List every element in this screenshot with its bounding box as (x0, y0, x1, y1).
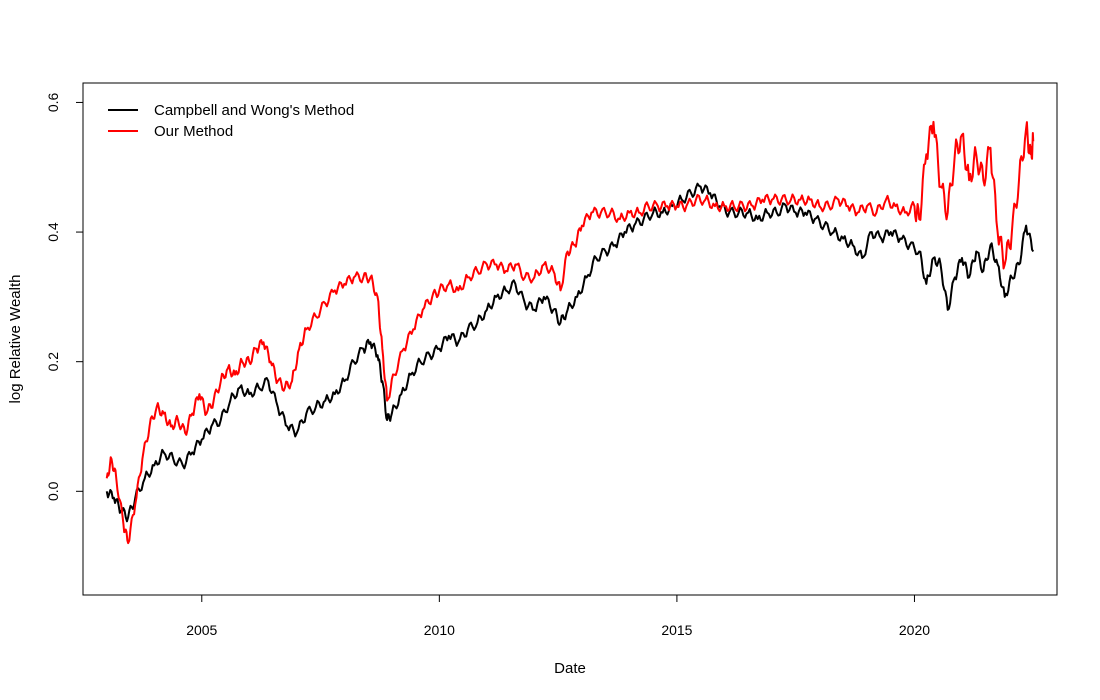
series-line-our-method (105, 120, 1035, 545)
y-tick-label: 0.6 (45, 93, 61, 113)
y-axis: 0.0 0.2 0.4 0.6 (45, 93, 83, 501)
y-tick-label: 0.2 (45, 352, 61, 372)
x-axis: 2005 2010 2015 2020 (186, 595, 930, 638)
x-tick-label: 2010 (424, 622, 455, 638)
x-tick-label: 2005 (186, 622, 217, 638)
x-axis-title: Date (554, 660, 586, 677)
series-layer (105, 120, 1035, 545)
legend-label: Our Method (154, 123, 233, 140)
plot-frame (82, 82, 1058, 596)
legend-label: Campbell and Wong's Method (154, 102, 354, 119)
x-tick-label: 2020 (899, 622, 930, 638)
y-axis-title: log Relative Wealth (7, 275, 24, 404)
x-tick-label: 2015 (661, 622, 692, 638)
series-line-campbell-wong (105, 182, 1035, 523)
y-tick-label: 0.4 (45, 222, 61, 242)
y-tick-label: 0.0 (45, 481, 61, 501)
legend: Campbell and Wong's Method Our Method (108, 102, 354, 140)
